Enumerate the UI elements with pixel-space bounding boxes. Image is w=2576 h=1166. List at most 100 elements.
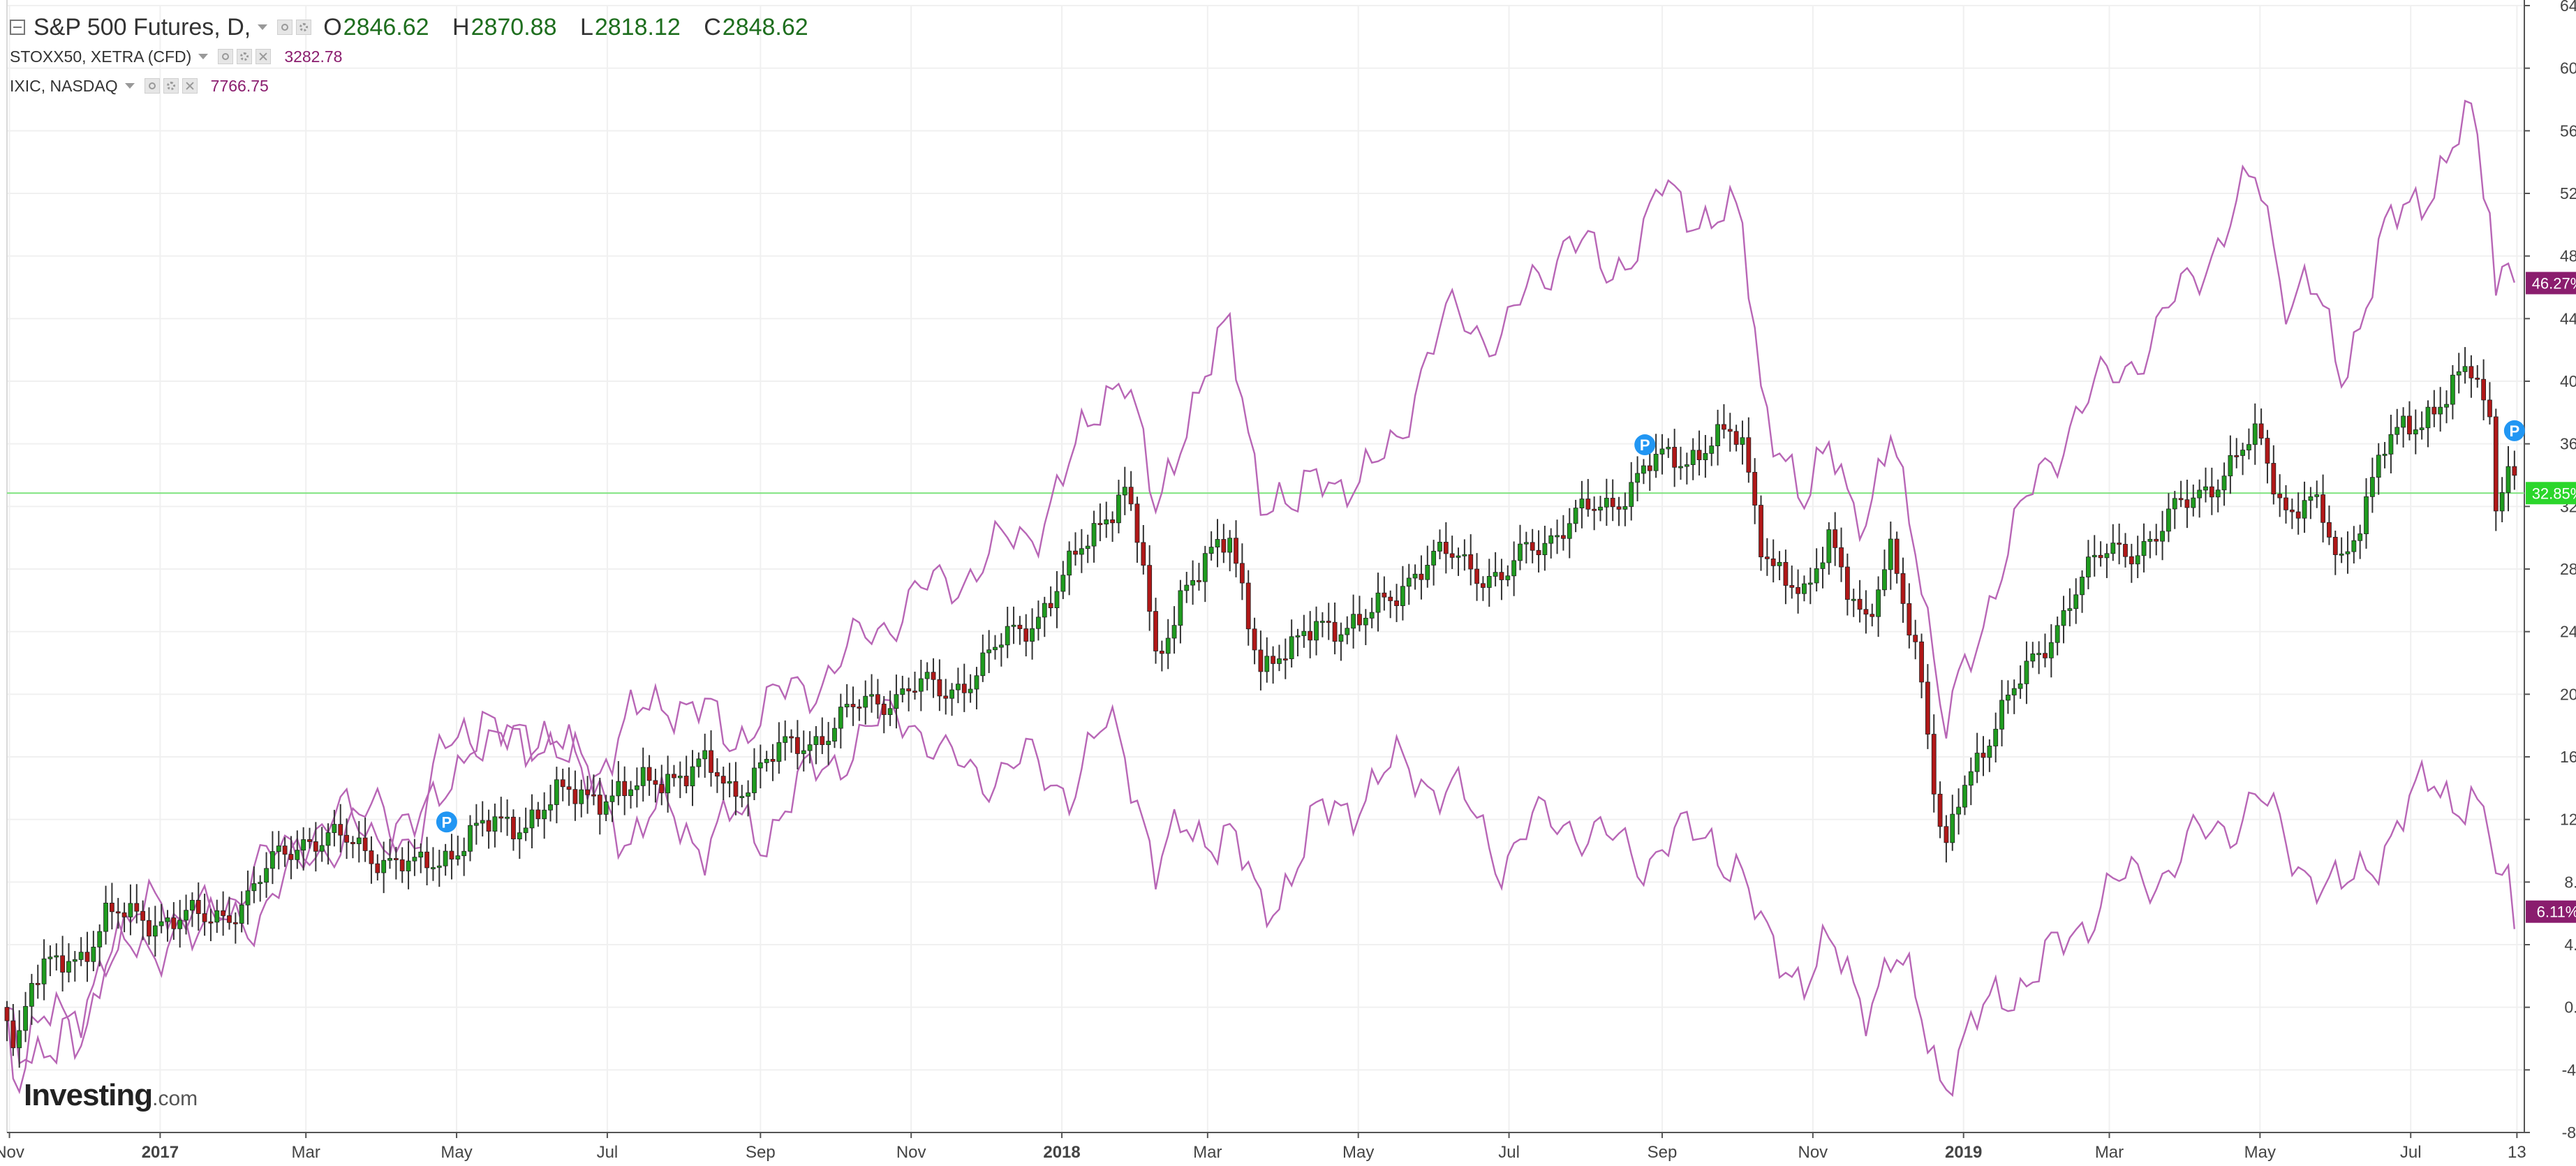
candle-body xyxy=(2308,496,2314,501)
candle xyxy=(431,847,436,881)
candle-body xyxy=(690,766,695,787)
candle xyxy=(672,765,676,787)
legend-row-stoxx[interactable]: STOXX50, XETRA (CFD) 3282.78 xyxy=(10,42,825,71)
candle xyxy=(1610,479,1615,522)
candle-body xyxy=(2493,416,2499,512)
candle-body xyxy=(2123,544,2128,557)
candle xyxy=(1826,522,1832,575)
candle-body xyxy=(2036,653,2042,656)
y-tick-label: 48.00% xyxy=(2560,247,2576,265)
candle xyxy=(1919,633,1924,699)
close-icon[interactable] xyxy=(256,49,272,64)
candle-body xyxy=(1178,590,1183,626)
candle-body xyxy=(1807,582,1813,585)
candle-body xyxy=(1690,450,1696,465)
candle xyxy=(1863,590,1869,634)
candle-body xyxy=(2481,378,2487,401)
candle xyxy=(1629,462,1634,521)
candle-body xyxy=(41,958,47,984)
candle xyxy=(66,943,71,982)
candle xyxy=(1585,479,1591,517)
candle xyxy=(1369,598,1375,628)
candle xyxy=(2481,359,2487,421)
y-axis[interactable]: 64.00% 60.00% 56.00% 52.00% 48.00% 44.00% 40.0… xyxy=(2524,0,2576,1142)
candle xyxy=(2018,665,2023,699)
candle-body xyxy=(826,741,831,745)
candle-body xyxy=(1363,617,1368,626)
x-axis[interactable]: Nov 2017 Mar May Jul Sep Nov 2018 Mar May Jul Sep No… xyxy=(0,1132,2526,1162)
candle-body xyxy=(1308,630,1313,641)
candle-body xyxy=(147,920,151,937)
candle-body xyxy=(912,691,917,693)
legend-row-main[interactable]: S&P 500 Futures, D, O2846.62 H2870.88 L2… xyxy=(10,13,825,42)
gear-icon[interactable] xyxy=(296,20,312,35)
candle xyxy=(1351,594,1356,649)
candle-body xyxy=(1042,603,1047,618)
y-tick-label: 4.00% xyxy=(2564,936,2576,954)
candle-body xyxy=(1567,523,1572,539)
candle xyxy=(4,1001,10,1042)
candle xyxy=(202,893,207,936)
candle-body xyxy=(1073,550,1078,555)
candle-body xyxy=(1616,506,1622,510)
candle-body xyxy=(2475,378,2480,380)
candle xyxy=(227,896,232,930)
candle-body xyxy=(47,957,53,959)
candle-body xyxy=(1245,582,1251,630)
chevron-down-icon[interactable] xyxy=(124,83,135,89)
candle xyxy=(1425,545,1430,588)
gear-icon[interactable] xyxy=(237,49,253,64)
candle-body xyxy=(431,867,436,869)
candle xyxy=(313,822,318,872)
candle xyxy=(2246,428,2251,460)
close-icon[interactable] xyxy=(182,78,198,94)
candle xyxy=(770,744,776,781)
candle-body xyxy=(1592,508,1597,511)
eye-icon[interactable] xyxy=(277,20,293,35)
candle-body xyxy=(2166,508,2171,532)
candle xyxy=(640,747,646,802)
candle xyxy=(2024,641,2029,704)
candle-body xyxy=(603,801,609,815)
collapse-icon[interactable] xyxy=(10,20,25,35)
eye-icon[interactable] xyxy=(218,49,234,64)
candle-body xyxy=(54,955,59,958)
candle-body xyxy=(2468,366,2474,378)
candle-body xyxy=(1060,575,1066,592)
candle-body xyxy=(1104,519,1109,525)
candle-body xyxy=(1956,806,1962,815)
candle-body xyxy=(1863,609,1869,615)
y-tick-label: 28.00% xyxy=(2560,560,2576,578)
candle-body xyxy=(29,982,34,1007)
candle xyxy=(2271,445,2277,505)
candle-body xyxy=(714,772,720,777)
chevron-down-icon[interactable] xyxy=(198,54,209,59)
candle-body xyxy=(184,910,188,921)
candle-body xyxy=(517,832,522,840)
candle-body xyxy=(387,858,392,861)
candle-body xyxy=(2080,577,2085,596)
legend-row-ixic[interactable]: IXIC, NASDAQ 7766.75 xyxy=(10,71,825,101)
candle xyxy=(554,767,559,824)
candle-body xyxy=(1987,746,1992,758)
open-label: O xyxy=(323,13,342,40)
candle-body xyxy=(1449,553,1455,558)
eye-icon[interactable] xyxy=(144,78,160,94)
chevron-down-icon[interactable] xyxy=(258,24,268,30)
candle-body xyxy=(325,832,331,846)
candle xyxy=(29,973,34,1025)
candle xyxy=(406,841,411,890)
candle xyxy=(1740,420,1745,465)
candle-body xyxy=(1999,700,2004,730)
candle xyxy=(924,662,930,691)
candle xyxy=(1870,603,1875,627)
candle-body xyxy=(1091,523,1097,547)
candle xyxy=(128,884,133,936)
candle-body xyxy=(221,910,226,916)
gear-icon[interactable] xyxy=(163,78,179,94)
candle xyxy=(2110,524,2116,561)
candle-body xyxy=(424,851,429,869)
candle-body xyxy=(1036,617,1041,629)
